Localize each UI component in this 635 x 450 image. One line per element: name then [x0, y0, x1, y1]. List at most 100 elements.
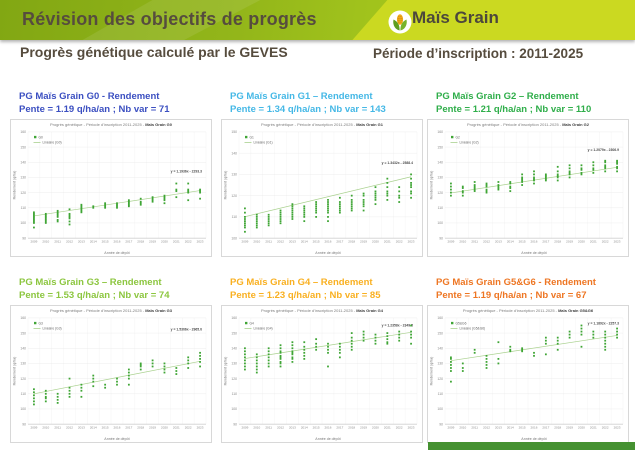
- svg-text:Progrès génétique - Période d': Progrès génétique - Période d'inscriptio…: [463, 308, 594, 313]
- svg-text:2019: 2019: [360, 426, 367, 430]
- svg-text:2015: 2015: [102, 240, 109, 244]
- chart-title-line2: Pente = 1.19 q/ha/an ; Nb var = 71: [19, 103, 170, 115]
- chart-title-line2: Pente = 1.19 q/ha/an ; Nb var = 67: [436, 289, 587, 301]
- svg-text:Linéaire (G3): Linéaire (G3): [43, 327, 62, 331]
- svg-text:2022: 2022: [602, 426, 609, 430]
- chart-title-line1: PG Maïs Grain G0 - Rendement: [19, 91, 160, 102]
- svg-text:2022: 2022: [396, 426, 403, 430]
- svg-text:2016: 2016: [531, 240, 538, 244]
- svg-text:2016: 2016: [114, 240, 121, 244]
- svg-text:Progrès génétique - Période d': Progrès génétique - Période d'inscriptio…: [467, 122, 590, 127]
- svg-text:Rendement (q/ha): Rendement (q/ha): [12, 357, 16, 386]
- svg-text:2011: 2011: [471, 240, 478, 244]
- svg-text:2009: 2009: [30, 426, 37, 430]
- svg-text:2012: 2012: [277, 240, 284, 244]
- svg-text:2020: 2020: [161, 240, 168, 244]
- svg-text:130: 130: [20, 362, 26, 366]
- svg-text:160: 160: [20, 130, 26, 134]
- svg-text:100: 100: [437, 221, 443, 225]
- chart-panel-g1: 100 110 120 130 140 150 2009 2010 2011 2012 2013 20…: [221, 119, 423, 257]
- svg-text:2020: 2020: [578, 240, 585, 244]
- svg-text:2017: 2017: [542, 426, 549, 430]
- svg-text:Linéaire (G1): Linéaire (G1): [254, 141, 273, 145]
- chart-title-g5g6: PG Maïs Grain G5&G6 - Rendement Pente = …: [427, 277, 629, 304]
- svg-text:2017: 2017: [125, 240, 132, 244]
- svg-text:2012: 2012: [66, 426, 73, 430]
- svg-text:2010: 2010: [459, 426, 466, 430]
- svg-text:2015: 2015: [313, 426, 320, 430]
- svg-text:Année de dépôt: Année de dépôt: [315, 437, 340, 441]
- svg-text:2017: 2017: [336, 240, 343, 244]
- svg-text:2021: 2021: [173, 240, 180, 244]
- chart-title-line1: PG Maïs Grain G5&G6 - Rendement: [436, 277, 596, 288]
- svg-text:2022: 2022: [396, 240, 403, 244]
- svg-text:2022: 2022: [602, 240, 609, 244]
- svg-text:2014: 2014: [90, 426, 97, 430]
- svg-text:160: 160: [437, 130, 443, 134]
- svg-text:120: 120: [231, 377, 237, 381]
- chart-cell-g1: PG Maïs Grain G1 – Rendement Pente = 1.3…: [221, 91, 423, 257]
- svg-text:y = 1.1936x - 2293.3: y = 1.1936x - 2293.3: [171, 169, 202, 173]
- svg-text:130: 130: [231, 362, 237, 366]
- svg-text:110: 110: [21, 392, 27, 396]
- svg-text:140: 140: [231, 151, 237, 155]
- svg-text:150: 150: [20, 145, 26, 149]
- svg-text:2012: 2012: [483, 426, 490, 430]
- svg-text:2018: 2018: [137, 240, 144, 244]
- svg-text:2010: 2010: [253, 426, 260, 430]
- svg-text:2017: 2017: [125, 426, 132, 430]
- svg-text:2010: 2010: [253, 240, 260, 244]
- svg-text:2023: 2023: [614, 426, 621, 430]
- chart-panel-g0: 90 100 110 120 130 140 150 160 2009 2010 2011 2012 2…: [10, 119, 212, 257]
- svg-text:130: 130: [437, 362, 443, 366]
- svg-text:120: 120: [437, 191, 443, 195]
- svg-text:150: 150: [231, 331, 237, 335]
- chart-title-line2: Pente = 1.53 q/ha/an ; Nb var = 74: [19, 289, 170, 301]
- page-subtitle: Progrès génétique calculé par le GEVES: [20, 44, 288, 60]
- chart-cell-g0: PG Maïs Grain G0 - Rendement Pente = 1.1…: [10, 91, 212, 257]
- svg-text:2014: 2014: [90, 240, 97, 244]
- svg-text:Linéaire (G2): Linéaire (G2): [460, 141, 479, 145]
- svg-text:2015: 2015: [102, 426, 109, 430]
- svg-text:2009: 2009: [241, 240, 248, 244]
- svg-text:2012: 2012: [66, 240, 73, 244]
- svg-text:2013: 2013: [289, 426, 296, 430]
- svg-text:100: 100: [231, 407, 237, 411]
- svg-text:2015: 2015: [313, 240, 320, 244]
- svg-text:2013: 2013: [495, 426, 502, 430]
- svg-text:2016: 2016: [114, 426, 121, 430]
- svg-text:2018: 2018: [348, 240, 355, 244]
- svg-text:2013: 2013: [78, 426, 85, 430]
- svg-text:140: 140: [20, 346, 26, 350]
- svg-text:90: 90: [22, 236, 26, 240]
- svg-text:G2: G2: [456, 135, 461, 139]
- svg-text:2015: 2015: [519, 240, 526, 244]
- svg-text:2022: 2022: [185, 426, 192, 430]
- svg-text:Linéaire (G5&G6): Linéaire (G5&G6): [460, 327, 486, 331]
- svg-text:2020: 2020: [161, 426, 168, 430]
- svg-text:2013: 2013: [78, 240, 85, 244]
- svg-text:160: 160: [437, 316, 443, 320]
- svg-text:110: 110: [438, 392, 444, 396]
- svg-text:100: 100: [437, 407, 443, 411]
- svg-text:G4: G4: [250, 321, 255, 325]
- svg-text:150: 150: [437, 145, 443, 149]
- page-title: Révision des objectifs de progrès: [22, 9, 317, 29]
- svg-text:2011: 2011: [265, 240, 272, 244]
- svg-text:Linéaire (G0): Linéaire (G0): [43, 141, 62, 145]
- svg-text:2020: 2020: [578, 426, 585, 430]
- corn-icon: [388, 10, 412, 34]
- chart-title-line1: PG Maïs Grain G2 – Rendement: [436, 91, 579, 102]
- svg-text:150: 150: [20, 331, 26, 335]
- svg-text:2023: 2023: [197, 426, 204, 430]
- svg-text:Année de dépôt: Année de dépôt: [521, 251, 546, 255]
- svg-text:90: 90: [439, 236, 443, 240]
- svg-text:160: 160: [231, 316, 237, 320]
- svg-text:2015: 2015: [519, 426, 526, 430]
- svg-text:2019: 2019: [149, 240, 156, 244]
- svg-text:2018: 2018: [348, 426, 355, 430]
- svg-text:130: 130: [231, 173, 237, 177]
- svg-text:2012: 2012: [483, 240, 490, 244]
- chart-cell-g2: PG Maïs Grain G2 – Rendement Pente = 1.2…: [427, 91, 629, 257]
